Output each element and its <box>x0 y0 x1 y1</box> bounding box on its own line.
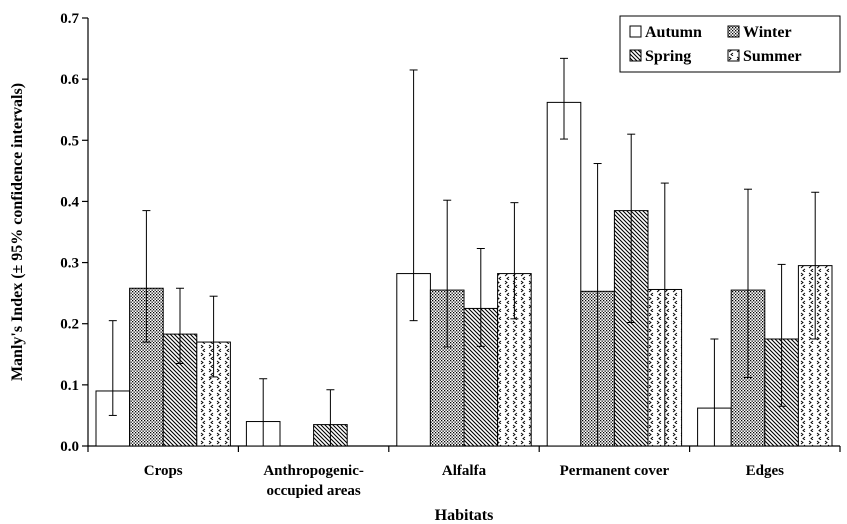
error-bars <box>108 57 820 446</box>
x-tick-label: Crops <box>144 463 183 479</box>
error-bar-winter <box>744 188 752 379</box>
error-bar-winter <box>443 199 452 348</box>
legend-swatch-spring <box>629 49 642 62</box>
legend-label-winter: Winter <box>743 24 792 41</box>
x-tick-label: Alfalfa <box>442 463 487 479</box>
y-tick-label: 0.4 <box>60 194 79 210</box>
x-tick-label: Anthropogenic- <box>263 463 364 479</box>
legend-swatch-winter <box>727 25 740 38</box>
error-bar-winter <box>142 210 151 343</box>
error-bar-autumn <box>560 57 568 140</box>
error-bar-summer <box>660 182 669 446</box>
error-bar-autumn <box>710 338 719 446</box>
x-tick-label: Permanent cover <box>560 463 670 479</box>
legend-swatch-summer <box>727 49 740 62</box>
error-bar-summer <box>811 191 820 340</box>
legend-label-spring: Spring <box>645 48 691 65</box>
y-tick-label: 0.7 <box>60 11 79 27</box>
y-tick-label: 0.0 <box>60 439 79 455</box>
y-tick-label: 0.1 <box>60 378 79 394</box>
legend-label-autumn: Autumn <box>645 24 702 41</box>
error-bar-autumn <box>259 378 268 446</box>
error-bar-autumn <box>108 320 117 416</box>
x-tick-label: Edges <box>746 463 785 479</box>
error-bar-summer <box>510 202 519 320</box>
bar-autumn <box>546 101 582 447</box>
y-ticks: 0.0 0.1 0.2 0.3 0.4 0.5 0.6 0.7 <box>60 11 88 455</box>
error-bar-spring <box>627 133 636 323</box>
error-bar-spring <box>326 389 335 446</box>
x-ticks: Crops Anthropogenic-occupied areas Alfalfa… <box>87 446 841 499</box>
error-bar-summer <box>209 295 218 378</box>
error-bar-spring <box>176 287 184 364</box>
bar-autumn <box>95 390 131 447</box>
y-tick-label: 0.2 <box>60 317 79 333</box>
error-bar-autumn <box>409 69 418 322</box>
bar-autumn <box>396 273 431 447</box>
x-tick-label: occupied areas <box>266 483 360 499</box>
legend-frame <box>619 15 841 73</box>
error-bar-spring <box>777 263 786 407</box>
y-axis-label: Manly's Index (± 95% confidence interval… <box>9 83 26 381</box>
error-bar-winter <box>593 163 602 446</box>
y-tick-label: 0.6 <box>60 72 79 88</box>
error-bar-spring <box>476 248 485 347</box>
legend-swatch-autumn <box>629 25 642 38</box>
y-tick-label: 0.5 <box>60 133 79 149</box>
x-axis-label: Habitats <box>435 507 494 524</box>
bars <box>95 101 833 447</box>
legend: Autumn Winter Spring Summer <box>619 15 841 73</box>
y-tick-label: 0.3 <box>60 256 79 272</box>
legend-label-summer: Summer <box>743 48 802 65</box>
